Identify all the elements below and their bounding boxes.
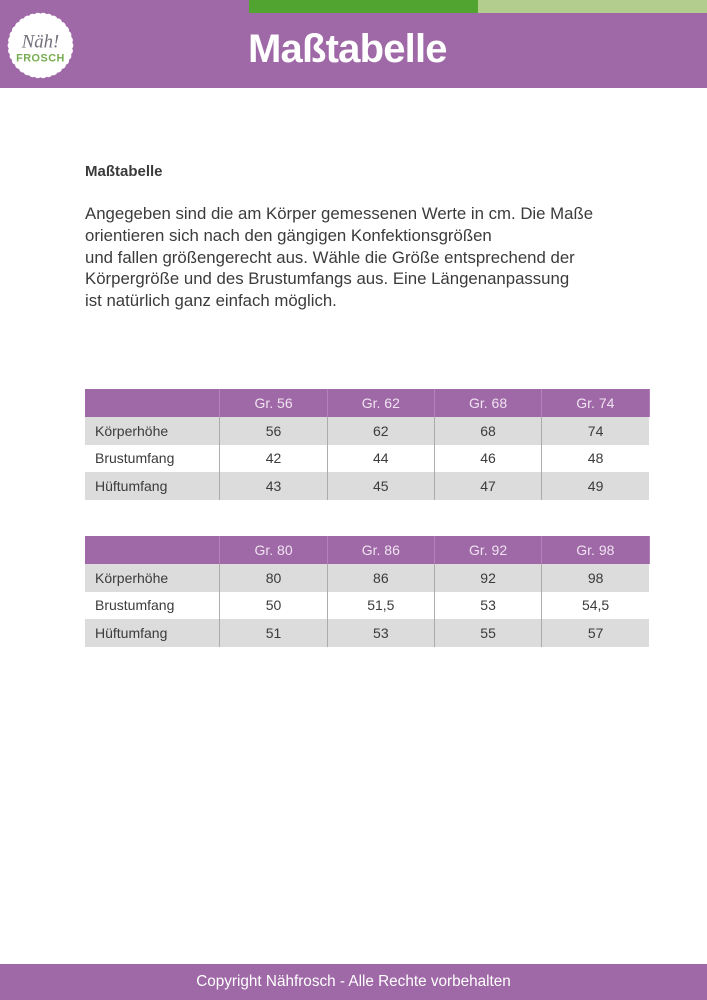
svg-text:Näh!: Näh! bbox=[21, 31, 60, 52]
svg-text:FROSCH: FROSCH bbox=[16, 52, 65, 64]
